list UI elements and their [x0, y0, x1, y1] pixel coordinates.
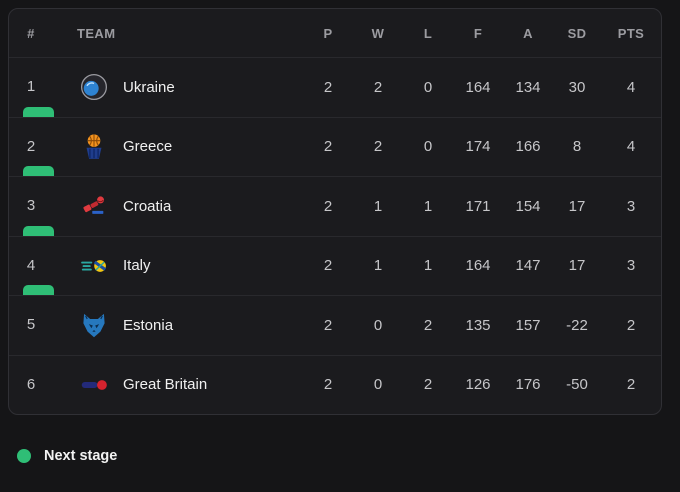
next-stage-legend: Next stage [17, 448, 117, 464]
position-cell: 6 [9, 376, 53, 394]
position-number: 3 [26, 197, 36, 215]
points-value: 4 [626, 138, 636, 156]
position-number: 5 [26, 316, 36, 334]
wins-value: 1 [373, 257, 383, 275]
points-value: 2 [626, 316, 636, 334]
group-standings-table: # TEAM P W L F A SD PTS 1 Ukraine 2 2 0 … [8, 8, 662, 415]
position-number: 6 [26, 375, 36, 393]
team-name: Great Britain [123, 376, 208, 394]
points-value: 4 [626, 78, 636, 96]
losses-value: 2 [423, 316, 433, 334]
next-stage-label: Next stage [44, 448, 118, 464]
score-diff-value: 30 [568, 78, 586, 96]
position-number: 2 [26, 137, 36, 155]
played-value: 2 [323, 197, 333, 215]
points-against-value: 154 [515, 197, 541, 215]
score-diff-value: -22 [566, 316, 588, 334]
points-for-value: 164 [465, 257, 491, 275]
points-for-value: 171 [465, 197, 491, 215]
position-cell: 4 [9, 256, 54, 295]
points-against-value: 166 [515, 138, 541, 156]
losses-value: 1 [423, 257, 433, 275]
col-header-played: P [323, 25, 333, 41]
score-diff-value: -50 [566, 376, 588, 394]
croatia-crest-icon [77, 189, 111, 223]
team-cell: Estonia [53, 308, 303, 342]
next-stage-indicator [23, 285, 54, 295]
italy-crest-icon [77, 249, 111, 283]
losses-value: 1 [423, 197, 433, 215]
table-row[interactable]: 4 Italy 2 1 1 164 147 17 3 [9, 235, 661, 295]
points-value: 3 [626, 257, 636, 275]
next-stage-indicator [23, 106, 54, 117]
estonia-crest-icon [77, 308, 111, 342]
points-against-value: 147 [515, 257, 541, 275]
losses-value: 0 [423, 138, 433, 156]
position-cell: 5 [9, 316, 53, 334]
team-name: Italy [123, 257, 151, 275]
next-stage-indicator [23, 225, 54, 236]
losses-value: 2 [423, 376, 433, 394]
wins-value: 0 [373, 316, 383, 334]
position-number: 4 [26, 256, 36, 274]
played-value: 2 [323, 78, 333, 96]
col-header-position: # [27, 25, 35, 41]
position-cell: 1 [9, 78, 54, 117]
col-header-score-diff: SD [567, 25, 587, 41]
team-name: Estonia [123, 316, 174, 334]
col-header-wins: W [371, 25, 385, 41]
points-value: 3 [626, 197, 636, 215]
points-for-value: 174 [465, 138, 491, 156]
table-body: 1 Ukraine 2 2 0 164 134 30 4 2 Greece 2 … [9, 57, 661, 414]
played-value: 2 [323, 376, 333, 394]
points-against-value: 176 [515, 376, 541, 394]
wins-value: 1 [373, 197, 383, 215]
table-header-row: # TEAM P W L F A SD PTS [9, 9, 661, 57]
next-stage-dot-icon [17, 449, 31, 463]
col-header-points: PTS [617, 25, 645, 41]
wins-value: 2 [373, 78, 383, 96]
table-row[interactable]: 5 Estonia 2 0 2 135 157 -22 2 [9, 295, 661, 355]
col-header-points-against: A [523, 25, 533, 41]
points-value: 2 [626, 376, 636, 394]
points-for-value: 135 [465, 316, 491, 334]
ukraine-crest-icon [77, 70, 111, 104]
losses-value: 0 [423, 78, 433, 96]
next-stage-indicator [23, 166, 54, 176]
played-value: 2 [323, 138, 333, 156]
col-header-team: TEAM [77, 25, 116, 41]
team-name: Greece [123, 138, 173, 156]
points-against-value: 134 [515, 78, 541, 96]
wins-value: 0 [373, 376, 383, 394]
team-cell: Italy [53, 249, 303, 283]
position-cell: 2 [9, 137, 54, 176]
greece-crest-icon [77, 130, 111, 164]
team-cell: Greece [53, 130, 303, 164]
points-for-value: 164 [465, 78, 491, 96]
played-value: 2 [323, 257, 333, 275]
table-row[interactable]: 3 Croatia 2 1 1 171 154 17 3 [9, 176, 661, 236]
played-value: 2 [323, 316, 333, 334]
table-row[interactable]: 6 Great Britain 2 0 2 126 176 -50 2 [9, 354, 661, 415]
table-row[interactable]: 2 Greece 2 2 0 174 166 8 4 [9, 116, 661, 176]
col-header-points-for: F [473, 25, 483, 41]
score-diff-value: 8 [572, 138, 582, 156]
position-number: 1 [26, 78, 36, 96]
great-britain-crest-icon [77, 368, 111, 402]
team-name: Ukraine [123, 78, 175, 96]
team-cell: Ukraine [53, 70, 303, 104]
team-cell: Croatia [53, 189, 303, 223]
team-name: Croatia [123, 197, 172, 215]
wins-value: 2 [373, 138, 383, 156]
score-diff-value: 17 [568, 257, 586, 275]
score-diff-value: 17 [568, 197, 586, 215]
team-cell: Great Britain [53, 368, 303, 402]
points-against-value: 157 [515, 316, 541, 334]
position-cell: 3 [9, 197, 54, 236]
table-row[interactable]: 1 Ukraine 2 2 0 164 134 30 4 [9, 57, 661, 117]
points-for-value: 126 [465, 376, 491, 394]
col-header-losses: L [423, 25, 433, 41]
